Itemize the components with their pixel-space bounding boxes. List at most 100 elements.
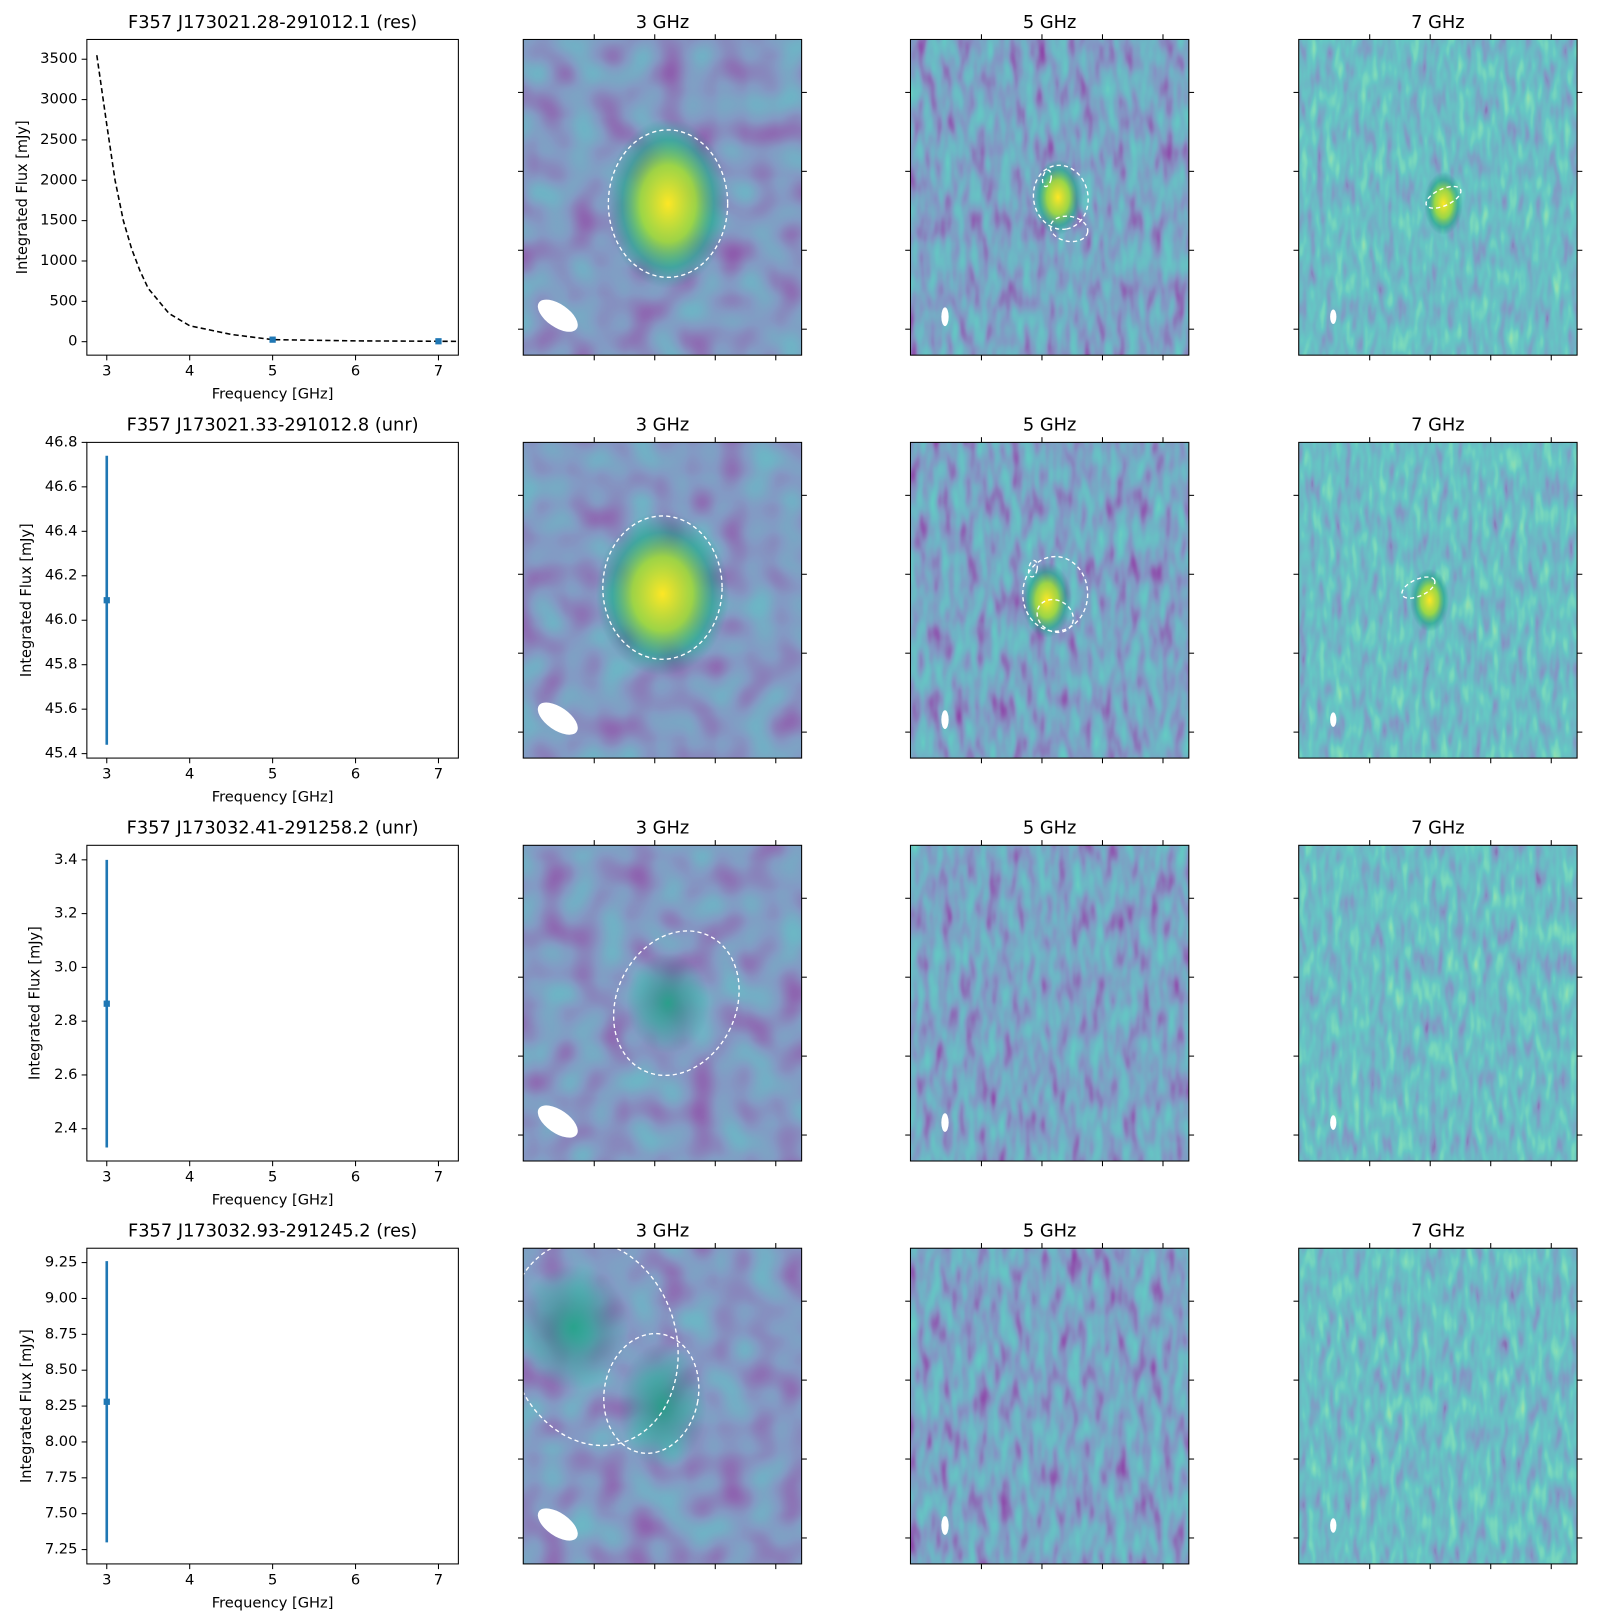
y-tick-label: 46.2 [45, 567, 78, 584]
y-tick-label: 3.0 [54, 958, 77, 975]
source-contour [1401, 576, 1436, 599]
y-tick-label: 9.25 [45, 1254, 78, 1271]
image [523, 39, 802, 356]
y-tick-label: 46.6 [45, 478, 78, 495]
y-tick-label: 2.4 [54, 1120, 77, 1137]
data-point [103, 597, 110, 604]
subplot-title: F357 J173032.93-291245.2 (res) [128, 1222, 417, 1242]
source-contour [603, 1332, 700, 1454]
x-tick-label: 7 [434, 363, 443, 380]
x-axis-label: Frequency [GHz] [212, 1191, 334, 1208]
beam [941, 307, 949, 327]
image-panel: 7 GHz [1293, 416, 1583, 764]
x-tick-label: 5 [268, 363, 277, 380]
panel-title: 3 GHz [636, 416, 689, 436]
image [910, 1248, 1189, 1564]
image-frame [522, 844, 803, 1162]
source-emission [1423, 172, 1463, 236]
y-axis-label: Integrated Flux [mJy] [18, 523, 35, 677]
beam [537, 299, 578, 332]
source-emission [1410, 568, 1450, 632]
source-emission [523, 1264, 630, 1391]
y-tick-label: 46.0 [45, 611, 78, 628]
subplot: F357 J173032.93-291245.2 (res) Frequency … [18, 1222, 459, 1611]
image-frame [522, 1247, 803, 1565]
y-tick-label: 45.8 [45, 656, 78, 673]
image-frame [1298, 441, 1578, 759]
x-tick-label: 6 [351, 766, 360, 783]
image-panel: 5 GHz [905, 819, 1195, 1167]
panel-title: 5 GHz [1023, 819, 1076, 839]
y-tick-label: 1500 [40, 212, 77, 229]
y-tick-label: 7.75 [45, 1469, 78, 1486]
data-point [103, 1000, 110, 1007]
source-contour [1036, 598, 1075, 634]
beam [941, 1516, 949, 1535]
data-point [103, 1398, 110, 1405]
image [523, 442, 802, 759]
x-axis-label: Frequency [GHz] [212, 386, 334, 403]
panel-title: 3 GHz [636, 819, 689, 839]
beam [941, 710, 949, 729]
image-noise [1298, 1248, 1578, 1564]
image [523, 845, 802, 1161]
subplot: F357 J173021.28-291012.1 (res) Frequency … [14, 13, 459, 403]
source-contour [1049, 215, 1089, 243]
x-tick-label: 7 [434, 766, 443, 783]
subplot: F357 J173032.41-291258.2 (unr) Frequency … [27, 819, 459, 1208]
subplot-title: F357 J173021.33-291012.8 (unr) [127, 416, 419, 436]
source-emission [606, 118, 730, 289]
x-axis-label: Frequency [GHz] [212, 789, 334, 806]
plot-area [86, 845, 459, 1161]
y-axis-label: Integrated Flux [mJy] [27, 926, 44, 1080]
image [910, 845, 1189, 1161]
image [910, 442, 1189, 759]
y-tick-label: 2500 [40, 131, 77, 148]
source-emission [626, 952, 710, 1054]
panel-title: 7 GHz [1411, 13, 1464, 33]
x-tick-label: 3 [102, 363, 111, 380]
y-tick-label: 1000 [40, 252, 77, 269]
beam [941, 1113, 949, 1132]
image [1298, 39, 1578, 356]
source-emission [1021, 562, 1072, 639]
y-tick-label: 3000 [40, 91, 77, 108]
x-tick-label: 5 [268, 1169, 277, 1186]
y-tick-label: 45.6 [45, 700, 78, 717]
beam [537, 1508, 578, 1541]
y-tick-label: 3500 [40, 50, 77, 67]
plot-frame [86, 441, 459, 759]
plot-frame [86, 1247, 459, 1565]
image [1298, 442, 1578, 759]
image-noise [910, 845, 1189, 1161]
subplot-title: F357 J173032.41-291258.2 (unr) [127, 819, 419, 839]
x-tick-label: 6 [351, 1572, 360, 1589]
x-tick-label: 4 [185, 766, 194, 783]
x-tick-label: 7 [434, 1169, 443, 1186]
image-panel: 3 GHz [518, 819, 807, 1167]
y-tick-label: 8.50 [45, 1361, 78, 1378]
beam [1330, 712, 1337, 727]
beam [1330, 1518, 1337, 1533]
image-panel: 5 GHz [905, 1222, 1195, 1570]
image-panel: 3 GHz [518, 13, 807, 361]
y-tick-label: 46.8 [45, 433, 78, 450]
plot-area [86, 442, 459, 759]
data-point [269, 336, 276, 343]
data-point [435, 338, 442, 345]
panel-title: 7 GHz [1411, 416, 1464, 436]
y-tick-label: 3.4 [54, 851, 77, 868]
image-noise [910, 1248, 1189, 1564]
y-tick-label: 2.6 [54, 1066, 77, 1083]
image-frame [909, 844, 1190, 1162]
y-tick-label: 8.25 [45, 1397, 78, 1414]
image-frame [522, 441, 803, 759]
x-tick-label: 4 [185, 1169, 194, 1186]
source-contour [607, 129, 729, 279]
y-tick-label: 45.4 [45, 745, 78, 762]
y-tick-label: 7.25 [45, 1541, 78, 1558]
plot-area [86, 1248, 459, 1564]
image-panel: 7 GHz [1293, 819, 1583, 1167]
y-tick-label: 3.2 [54, 905, 77, 922]
